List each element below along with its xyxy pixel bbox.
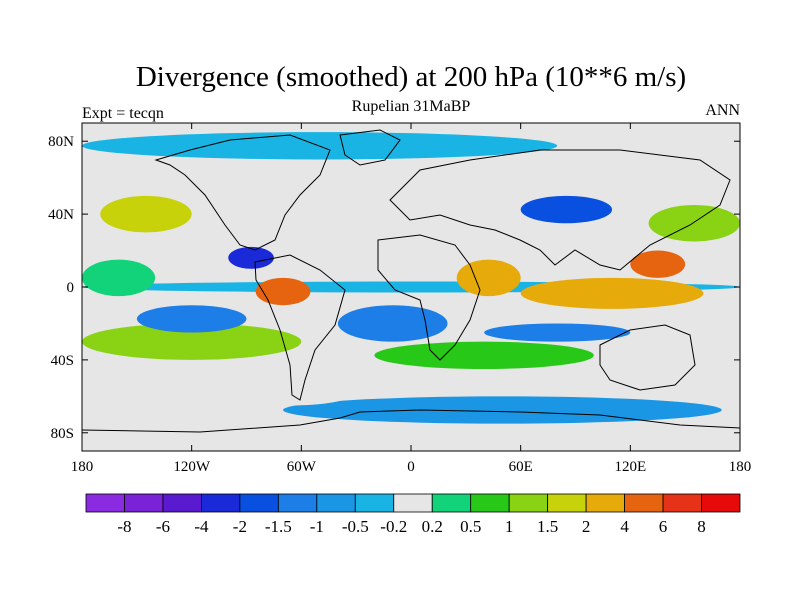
field-region-7 (648, 205, 740, 242)
colorbar-label: 4 (620, 517, 629, 536)
colorbar-swatch (624, 493, 664, 513)
colorbar-label: -2 (233, 517, 247, 536)
field-region-3 (456, 259, 521, 297)
colorbar-swatch (85, 493, 125, 513)
colorbar-label: -1 (310, 517, 324, 536)
colorbar-label: -4 (194, 517, 209, 536)
colorbar-swatch (354, 493, 395, 513)
colorbar-swatch (585, 493, 625, 513)
field-region-5 (630, 250, 686, 278)
x-tick-label: 0 (407, 459, 415, 475)
colorbar-swatch (701, 493, 741, 513)
colorbar-swatch (162, 493, 202, 513)
plot-area (82, 123, 740, 451)
y-tick-label: 80N (48, 134, 74, 150)
y-tick-label: 40N (48, 207, 74, 223)
colorbar-label: 1.5 (537, 517, 558, 536)
field-region-13 (283, 396, 722, 424)
x-tick-label: 60W (287, 459, 317, 475)
colorbar-swatch (508, 493, 549, 513)
field-region-17 (82, 259, 156, 297)
field-region-8 (82, 323, 302, 360)
x-tick-label: 120E (614, 459, 646, 475)
colorbar-label: 8 (697, 517, 706, 536)
chart-title: Divergence (smoothed) at 200 hPa (10**6 … (136, 61, 686, 93)
subtitle-center: Rupelian 31MaBP (352, 98, 471, 115)
colorbar-swatch (239, 493, 279, 513)
colorbar-label: -6 (156, 517, 170, 536)
field-region-6 (100, 195, 192, 233)
field-region-4 (520, 277, 704, 309)
colorbar-label: -1.5 (265, 517, 292, 536)
colorbar-label: -0.2 (380, 517, 407, 536)
field-region-2 (255, 277, 311, 306)
colorbar-swatch (393, 493, 433, 513)
colorbar-swatch (124, 493, 164, 513)
subtitle-right: ANN (705, 102, 740, 119)
colorbar-label: -8 (117, 517, 131, 536)
subtitle-left: Expt = tecqn (82, 105, 164, 122)
colorbar-swatch (431, 493, 472, 513)
greenland-coast (339, 129, 401, 166)
south-america-coast (254, 254, 346, 401)
colorbar-swatch (547, 493, 587, 513)
colorbar-label: 1 (505, 517, 514, 536)
x-tick-label: 120W (173, 459, 211, 475)
x-tick-label: 180 (71, 459, 94, 475)
field-region-9 (374, 341, 594, 370)
colorbar-label: 2 (582, 517, 591, 536)
colorbar-label: 0.2 (422, 517, 443, 536)
colorbar-label: 6 (659, 517, 668, 536)
eurasia-coast (389, 149, 731, 271)
australia-coast (599, 324, 696, 391)
antarctica-coast (82, 409, 740, 433)
colorbar-swatch (470, 493, 510, 513)
africa-coast (377, 234, 481, 361)
north-america-coast (154, 134, 331, 251)
field-region-10 (136, 305, 247, 333)
colorbar-swatch (277, 493, 318, 513)
field-region-1 (228, 246, 274, 269)
y-axis: 80N 40N 0 40S 80S (48, 134, 740, 442)
colorbar-label: -0.5 (342, 517, 369, 536)
colorbar-swatch (201, 493, 241, 513)
field-region-11 (337, 305, 448, 342)
x-axis: 180 120W 60W 0 60E 120E 180 (71, 123, 752, 475)
colorbar-swatch (316, 493, 356, 513)
colorbar: -8 -6 -4 -2 -1.5 -1 -0.5 -0.2 0.2 0.5 1 1.5 2 4 6 8 (85, 493, 741, 536)
field-region-15 (520, 195, 613, 224)
colorbar-swatch (662, 493, 702, 513)
field-region-12 (484, 323, 631, 342)
coastlines (82, 129, 740, 433)
x-tick-label: 180 (729, 459, 752, 475)
colorbar-label: 0.5 (460, 517, 481, 536)
y-tick-label: 80S (51, 426, 74, 442)
y-tick-label: 0 (67, 280, 75, 296)
x-tick-label: 60E (509, 459, 533, 475)
y-tick-label: 40S (51, 353, 74, 369)
